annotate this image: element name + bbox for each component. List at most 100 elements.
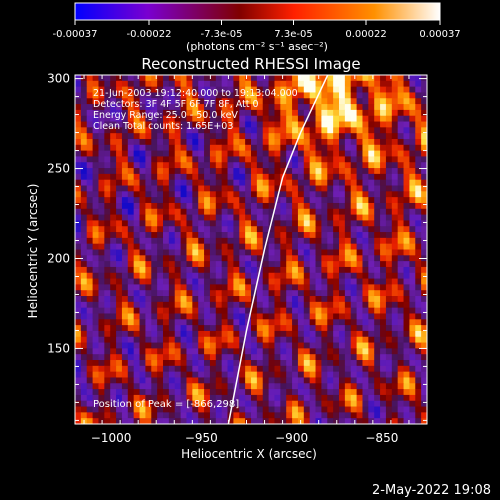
- heatmap-cell: [327, 325, 334, 332]
- heatmap-cell: [256, 249, 264, 256]
- heatmap-cell: [368, 336, 375, 343]
- heatmap-cell: [110, 98, 117, 105]
- heatmap-cell: [221, 202, 228, 210]
- heatmap-cell: [80, 179, 88, 186]
- heatmap-cell: [362, 197, 369, 204]
- heatmap-cell: [368, 301, 375, 309]
- heatmap-cell: [75, 127, 82, 134]
- heatmap-cell: [157, 156, 164, 163]
- heatmap-cell: [333, 185, 340, 192]
- heatmap-cell: [327, 214, 334, 221]
- heatmap-cell: [104, 377, 111, 384]
- heatmap-cell: [227, 150, 234, 157]
- heatmap-cell: [227, 296, 234, 303]
- heatmap-cell: [403, 237, 410, 245]
- heatmap-cell: [409, 307, 416, 314]
- heatmap-cell: [286, 232, 293, 239]
- heatmap-cell: [227, 348, 234, 355]
- heatmap-cell: [163, 301, 170, 309]
- heatmap-cell: [415, 232, 422, 239]
- heatmap-cell: [145, 348, 152, 355]
- heatmap-cell: [221, 377, 228, 384]
- heatmap-cell: [209, 313, 217, 320]
- heatmap-cell: [397, 202, 404, 210]
- heatmap-cell: [127, 284, 135, 291]
- heatmap-cell: [157, 75, 164, 82]
- heatmap-cell: [157, 319, 164, 326]
- heatmap-cell: [245, 261, 252, 268]
- heatmap-cell: [339, 406, 346, 413]
- heatmap-cell: [121, 255, 129, 262]
- heatmap-cell: [139, 418, 146, 424]
- heatmap-cell: [380, 185, 387, 192]
- heatmap-cell: [163, 243, 170, 250]
- heatmap-cell: [309, 202, 316, 210]
- heatmap-cell: [186, 162, 193, 169]
- heatmap-cell: [180, 418, 187, 424]
- heatmap-cell: [297, 232, 305, 239]
- heatmap-cell: [292, 232, 299, 239]
- heatmap-cell: [221, 301, 228, 309]
- heatmap-cell: [385, 400, 393, 407]
- heatmap-cell: [362, 284, 369, 291]
- heatmap-cell: [121, 191, 129, 198]
- heatmap-cell: [233, 336, 240, 343]
- heatmap-cell: [321, 109, 328, 117]
- heatmap-cell: [116, 162, 123, 169]
- heatmap-cell: [133, 173, 140, 181]
- heatmap-cell: [75, 336, 82, 343]
- heatmap-cell: [385, 266, 393, 274]
- heatmap-cell: [139, 104, 146, 111]
- heatmap-cell: [356, 365, 363, 373]
- heatmap-cell: [327, 173, 334, 181]
- heatmap-cell: [274, 394, 281, 402]
- heatmap-cell: [280, 150, 287, 157]
- heatmap-cell: [251, 208, 258, 215]
- heatmap-cell: [151, 348, 158, 355]
- heatmap-cell: [251, 156, 258, 163]
- heatmap-cell: [286, 319, 293, 326]
- colorbar-tick-label: -0.00022: [127, 29, 172, 40]
- heatmap-cell: [327, 156, 334, 163]
- heatmap-cell: [110, 237, 117, 245]
- heatmap-cell: [116, 336, 123, 343]
- heatmap-cell: [86, 185, 93, 192]
- heatmap-cell: [227, 86, 234, 93]
- heatmap-cell: [174, 80, 181, 88]
- heatmap-cell: [92, 255, 99, 262]
- heatmap-cell: [268, 418, 275, 424]
- heatmap-cell: [204, 383, 211, 390]
- heatmap-cell: [174, 226, 181, 233]
- heatmap-cell: [286, 272, 293, 279]
- heatmap-cell: [274, 127, 281, 134]
- heatmap-cell: [168, 296, 176, 303]
- heatmap-cell: [380, 156, 387, 163]
- heatmap-cell: [292, 284, 299, 291]
- heatmap-cell: [397, 330, 404, 338]
- heatmap-cell: [315, 278, 322, 285]
- heatmap-cell: [339, 80, 346, 88]
- heatmap-cell: [321, 237, 328, 245]
- heatmap-cell: [104, 98, 111, 105]
- heatmap-cell: [180, 179, 187, 186]
- heatmap-cell: [409, 325, 416, 332]
- heatmap-cell: [292, 86, 299, 93]
- heatmap-cell: [421, 243, 427, 250]
- heatmap-cell: [174, 168, 181, 175]
- heatmap-cell: [168, 179, 176, 186]
- heatmap-cell: [421, 360, 427, 367]
- heatmap-cell: [368, 400, 375, 407]
- heatmap-cell: [362, 162, 369, 169]
- heatmap-cell: [157, 278, 164, 285]
- heatmap-cell: [75, 365, 82, 373]
- y-tick-label: 200: [47, 251, 70, 265]
- heatmap-cell: [163, 214, 170, 221]
- heatmap-cell: [339, 179, 346, 186]
- heatmap-cell: [362, 220, 369, 227]
- heatmap-cell: [221, 307, 228, 314]
- heatmap-cell: [397, 313, 404, 320]
- heatmap-cell: [309, 243, 316, 250]
- heatmap-cell: [198, 156, 205, 163]
- heatmap-cell: [292, 162, 299, 169]
- heatmap-cell: [403, 278, 410, 285]
